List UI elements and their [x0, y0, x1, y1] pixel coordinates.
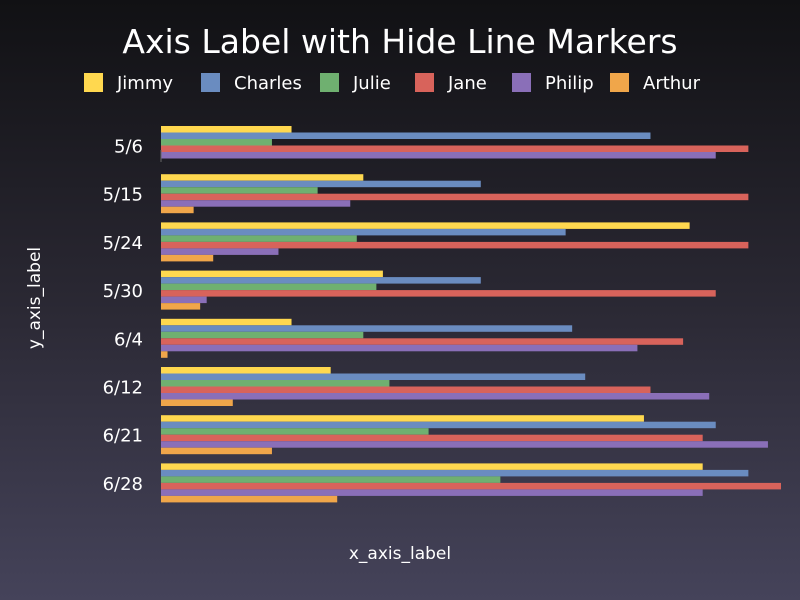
bar-julie-5-6	[161, 139, 272, 146]
y-tick-label: 6/4	[114, 329, 143, 350]
legend-label-philip: Philip	[545, 73, 594, 94]
bar-arthur-6-21	[161, 447, 272, 455]
bar-julie-5-24	[161, 235, 357, 242]
bar-julie-5-15	[161, 187, 318, 194]
bar-jimmy-6-12	[161, 367, 331, 374]
legend-label-julie: Julie	[352, 73, 391, 94]
bar-charles-6-21	[161, 421, 716, 429]
bar-arthur-6-12	[161, 399, 233, 406]
bar-arthur-5-15	[161, 206, 194, 214]
bar-charles-6-28	[161, 469, 749, 477]
bar-charles-6-4	[161, 325, 573, 332]
legend-swatch-julie	[320, 73, 339, 92]
y-tick-label: 5/30	[103, 281, 143, 302]
bar-arthur-6-28	[161, 495, 338, 503]
legend-label-charles: Charles	[234, 73, 302, 94]
bar-jimmy-6-28	[161, 463, 703, 470]
bar-philip-5-15	[161, 200, 351, 207]
legend-swatch-jimmy	[84, 73, 103, 92]
bar-jane-5-24	[161, 241, 749, 249]
chart-title: Axis Label with Hide Line Markers	[122, 22, 677, 61]
bar-philip-6-28	[161, 489, 703, 496]
bar-group-5-24	[161, 222, 749, 262]
bar-group-5-30	[161, 270, 716, 310]
legend-label-jane: Jane	[447, 73, 487, 94]
bar-jimmy-5-6	[161, 126, 292, 133]
plot-area	[160, 126, 781, 503]
legend-swatch-philip	[512, 73, 531, 92]
legend-label-jimmy: Jimmy	[116, 73, 173, 94]
bar-julie-6-28	[161, 476, 501, 483]
bar-group-6-28	[161, 463, 781, 503]
y-tick-label: 6/12	[103, 378, 143, 399]
bar-charles-6-12	[161, 373, 586, 380]
bar-jane-6-21	[161, 434, 703, 442]
bar-jimmy-5-15	[161, 174, 364, 181]
legend-swatch-charles	[201, 73, 220, 92]
bar-jane-6-28	[161, 482, 781, 490]
bar-philip-6-12	[161, 393, 710, 400]
bar-group-6-12	[161, 367, 710, 406]
y-axis-title: y_axis_label	[25, 247, 45, 349]
bar-philip-5-6	[161, 152, 716, 159]
legend-label-arthur: Arthur	[643, 73, 701, 94]
bar-charles-5-30	[161, 277, 481, 284]
y-axis-ticks: 5/6 5/15 5/24 5/30 6/4 6/12 6/21 6/28	[103, 137, 143, 495]
bar-charles-5-6	[161, 132, 651, 139]
bar-jimmy-5-24	[161, 222, 690, 229]
y-tick-label: 5/15	[103, 185, 143, 206]
bar-philip-6-4	[161, 344, 638, 352]
bar-jane-5-6	[161, 145, 749, 152]
y-tick-label: 6/28	[103, 474, 143, 495]
bar-jimmy-6-4	[161, 318, 292, 326]
bar-julie-6-21	[161, 428, 429, 435]
bar-jane-6-12	[161, 386, 651, 393]
bar-jimmy-6-21	[161, 415, 644, 422]
bar-arthur-6-4	[161, 351, 168, 358]
y-tick-label: 6/21	[103, 426, 143, 447]
legend: Jimmy Charles Julie Jane Philip Arthur	[84, 73, 701, 94]
bar-julie-6-12	[161, 380, 390, 387]
bar-arthur-5-30	[161, 303, 201, 310]
y-tick-label: 5/24	[103, 233, 143, 254]
bar-philip-5-30	[161, 296, 207, 304]
bar-philip-6-21	[161, 441, 768, 448]
bar-charles-5-15	[161, 180, 481, 188]
bar-julie-5-30	[161, 283, 377, 291]
bar-group-6-4	[161, 318, 684, 358]
bar-charles-5-24	[161, 228, 566, 236]
bar-jane-6-4	[161, 338, 684, 345]
bar-jimmy-5-30	[161, 270, 383, 278]
y-tick-label: 5/6	[114, 137, 143, 158]
legend-swatch-jane	[415, 73, 434, 92]
bar-group-5-15	[161, 174, 749, 214]
bar-philip-5-24	[161, 248, 279, 255]
x-axis-title: x_axis_label	[349, 544, 451, 564]
bar-jane-5-15	[161, 193, 749, 201]
bar-arthur-5-24	[161, 254, 214, 262]
legend-swatch-arthur	[610, 73, 629, 92]
bar-group-5-6	[161, 126, 749, 159]
bar-jane-5-30	[161, 290, 716, 297]
bar-group-6-21	[161, 415, 768, 455]
bar-julie-6-4	[161, 331, 364, 339]
